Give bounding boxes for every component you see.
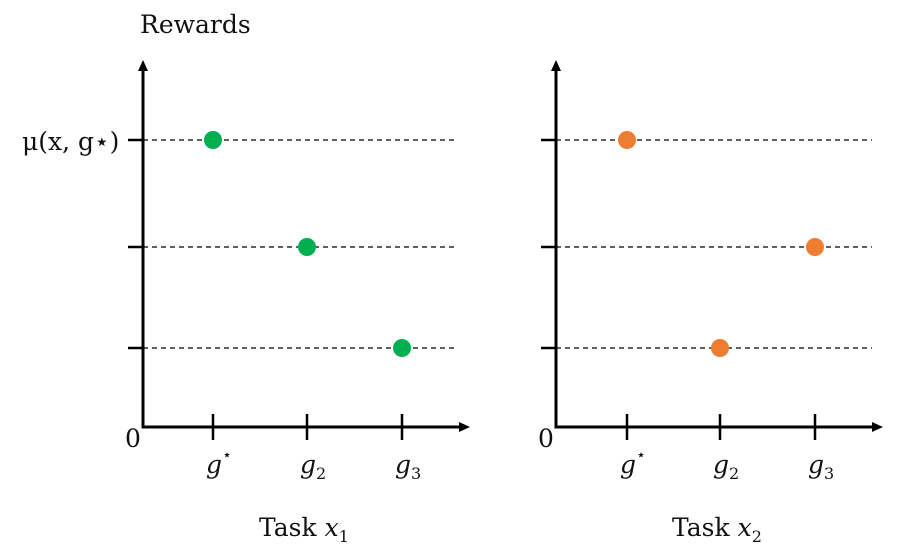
y-label-top-reward: μ(x, g⋆) (22, 127, 119, 156)
reward-point-g2-level-1 (711, 339, 729, 357)
x-tick-label-g2: g2 (300, 450, 326, 483)
y-axis-arrowhead (138, 60, 148, 71)
panel-title: Task x1 (259, 513, 349, 546)
x-tick-label-g3: g3 (395, 450, 421, 483)
x-tick-label-g⋆: g⋆ (620, 445, 646, 479)
x-tick-label-g2: g2 (713, 450, 739, 483)
x-tick-label-g3: g3 (808, 450, 834, 483)
panel-task-x1: 0 g⋆ g2 g3 Task x1 (125, 60, 470, 546)
y-axis-arrowhead (551, 60, 561, 71)
x-axis-arrowhead (459, 422, 470, 432)
y-axis-title: Rewards (140, 10, 251, 39)
x-tick-label-g⋆: g⋆ (206, 445, 232, 479)
reward-point-g3-level-1 (393, 339, 411, 357)
panels-group: 0 g⋆ g2 g3 Task x1 0 g⋆ g2 g3 Task x2 (125, 60, 883, 546)
reward-point-g3-level-2 (806, 238, 824, 256)
reward-point-g2-level-2 (298, 238, 316, 256)
reward-point-g⋆-level-3 (618, 131, 636, 149)
reward-point-g⋆-level-3 (204, 131, 222, 149)
origin-label: 0 (538, 424, 554, 453)
x-axis-arrowhead (872, 422, 883, 432)
panel-title: Task x2 (672, 513, 762, 546)
origin-label: 0 (125, 424, 141, 453)
panel-task-x2: 0 g⋆ g2 g3 Task x2 (538, 60, 883, 546)
